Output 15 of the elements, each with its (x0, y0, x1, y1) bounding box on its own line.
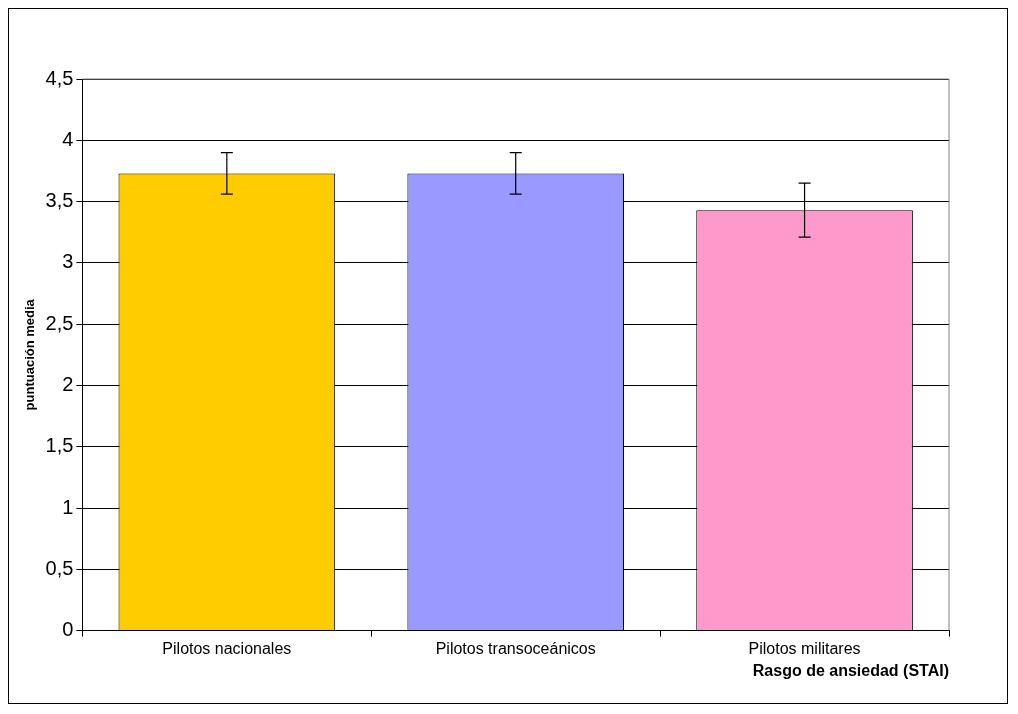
y-tick-label: 3,5 (45, 189, 74, 212)
y-tick-label: 1,5 (45, 434, 74, 457)
y-tick-label: 3 (62, 250, 74, 273)
y-tick-label: 2,5 (45, 311, 74, 334)
y-tick-label: 0 (62, 618, 74, 641)
x-tick-label: Pilotos nacionales (162, 639, 292, 657)
y-axis-title: puntuación media (22, 298, 38, 411)
y-tick-label: 2 (62, 372, 74, 395)
x-tick-label: Pilotos transoceánicos (435, 639, 596, 657)
y-tick-label: 4,5 (45, 66, 74, 89)
y-tick-label: 0,5 (45, 556, 74, 579)
x-axis-title: Rasgo de ansiedad (STAI) (752, 661, 949, 679)
x-tick-label: Pilotos militares (748, 639, 861, 657)
y-tick-label: 1 (62, 495, 74, 518)
y-tick-label: 4 (62, 127, 74, 150)
